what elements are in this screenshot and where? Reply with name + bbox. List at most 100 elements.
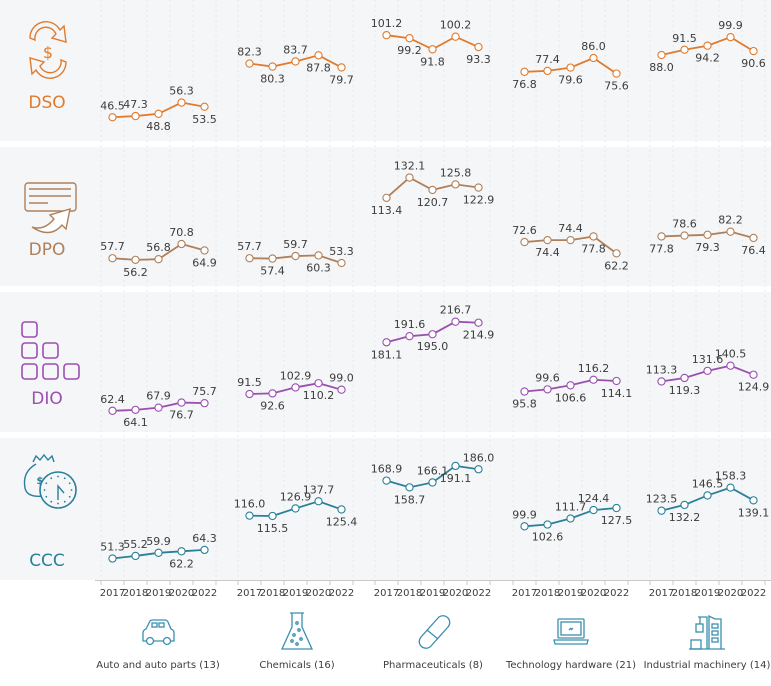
box-shape (21, 321, 38, 338)
data-point (474, 318, 483, 327)
data-point (314, 497, 323, 506)
data-label: 158.7 (394, 493, 426, 506)
data-point (703, 366, 712, 376)
data-point (382, 193, 391, 202)
data-point (589, 505, 598, 515)
data-point (680, 500, 689, 510)
data-label: 74.4 (558, 222, 583, 235)
data-point (337, 258, 346, 268)
data-point (451, 317, 460, 326)
box-shape (21, 342, 38, 359)
data-point (177, 547, 186, 556)
curved-arrow (31, 207, 71, 234)
dollar-sign: $ (37, 476, 44, 487)
data-point (108, 254, 117, 263)
data-label: 80.3 (260, 73, 285, 86)
data-point (566, 63, 575, 72)
data-point (451, 461, 460, 471)
data-point (428, 45, 437, 54)
data-point (543, 385, 552, 394)
data-label: 216.7 (440, 304, 472, 317)
data-label: 116.0 (234, 498, 266, 511)
data-label: 56.3 (169, 85, 194, 98)
data-point (405, 332, 414, 341)
data-point (543, 235, 552, 245)
bag-top (32, 453, 55, 463)
data-label: 126.9 (280, 490, 312, 503)
data-label: 78.6 (672, 218, 697, 231)
data-label: 57.4 (260, 265, 285, 278)
data-point (657, 232, 666, 241)
data-label: 127.5 (601, 514, 633, 527)
data-label: 76.7 (169, 409, 194, 422)
data-point (245, 59, 254, 68)
data-point (428, 330, 437, 339)
data-label: 82.2 (718, 214, 743, 227)
x-tick-label: 2019 (146, 588, 171, 599)
x-tick-label: 2017 (374, 588, 399, 599)
x-tick-label: 2017 (100, 588, 125, 599)
data-point (474, 465, 483, 474)
data-point (749, 496, 758, 505)
flask-icon (280, 612, 314, 650)
data-point (703, 41, 712, 50)
data-label: 191.1 (440, 472, 472, 485)
data-point (200, 399, 209, 408)
data-label: 125.8 (440, 166, 472, 179)
box-shape (42, 342, 59, 359)
data-label: 122.9 (463, 194, 495, 207)
industry-label: Technology hardware (21) (506, 660, 636, 671)
x-tick-label: 2019 (283, 588, 308, 599)
data-point (382, 338, 391, 347)
industry-label: Auto and auto parts (13) (96, 660, 220, 671)
x-tick-label: 2019 (420, 588, 445, 599)
data-point (657, 377, 666, 386)
data-point (612, 503, 621, 513)
clock-tick (68, 482, 71, 485)
data-label: 186.0 (463, 451, 495, 464)
data-label: 92.6 (260, 399, 285, 412)
data-label: 48.8 (146, 120, 171, 133)
data-label: 132.2 (669, 511, 701, 524)
x-tick-label: 2018 (123, 588, 148, 599)
data-point (726, 361, 735, 370)
row-background-dso (0, 0, 771, 141)
data-point (154, 255, 163, 264)
data-point (200, 102, 209, 111)
industry-label: Chemicals (16) (259, 660, 335, 671)
data-point (314, 51, 323, 60)
x-tick-label: 2018 (672, 588, 697, 599)
data-label: 181.1 (371, 348, 403, 361)
data-label: 64.3 (192, 532, 217, 545)
data-label: 95.8 (512, 398, 537, 411)
data-point (703, 491, 712, 500)
data-label: 67.9 (146, 390, 171, 403)
data-point (314, 251, 323, 260)
x-tick-label: 2018 (535, 588, 560, 599)
industry-legend: Auto and auto parts (13) Chemicals (16) … (0, 605, 771, 686)
data-label: 70.8 (169, 226, 194, 239)
data-label: 57.7 (100, 240, 125, 253)
data-label: 86.0 (581, 40, 606, 53)
data-point (612, 249, 621, 258)
data-label: 60.3 (306, 261, 331, 274)
data-label: 214.9 (463, 329, 495, 342)
x-tick-label: 2017 (237, 588, 262, 599)
data-label: 99.0 (329, 372, 354, 385)
data-point (405, 173, 414, 182)
industry-auto: Auto and auto parts (13) (83, 605, 233, 671)
data-point (291, 504, 300, 513)
data-label: 132.1 (394, 160, 426, 173)
data-point (200, 545, 209, 555)
industry-industrial-machinery: Industrial machinery (14) (632, 605, 771, 671)
data-label: 93.3 (466, 53, 491, 66)
metric-label-ccc: CCC (29, 551, 65, 571)
x-tick-label: 2017 (512, 588, 537, 599)
data-point (268, 254, 277, 263)
data-point (382, 476, 391, 485)
data-point (566, 514, 575, 523)
data-label: 120.7 (417, 196, 449, 209)
x-tick-label: 2020 (169, 588, 194, 599)
data-label: 99.2 (397, 44, 422, 57)
